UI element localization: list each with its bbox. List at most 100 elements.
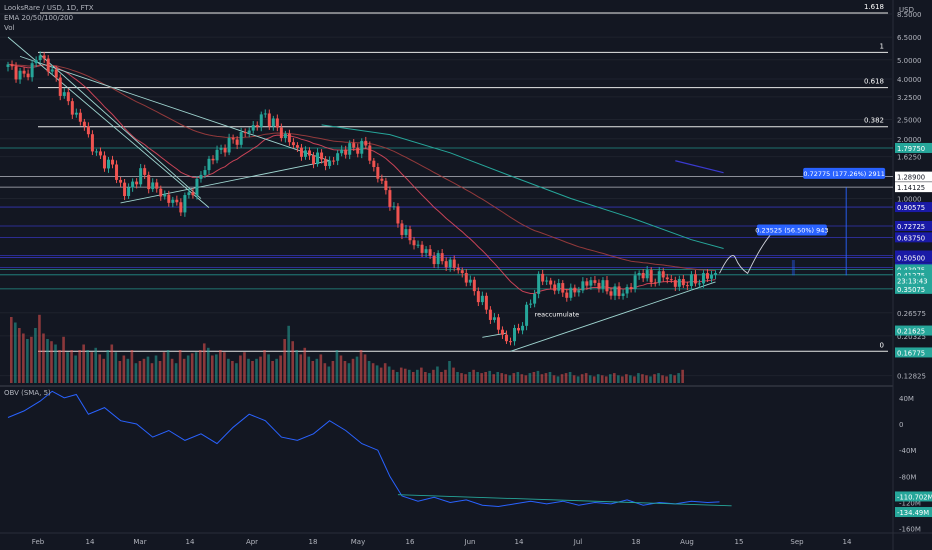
candle-body <box>609 291 613 296</box>
candle-body <box>163 194 167 197</box>
candle-body <box>701 273 705 284</box>
y-tick-label: 5.0000 <box>897 57 922 65</box>
volume-bar <box>311 361 315 383</box>
volume-bar <box>102 358 106 383</box>
volume-bar <box>572 375 576 383</box>
price-badge <box>895 275 932 286</box>
candle-body <box>175 199 179 203</box>
projection-bar <box>791 260 795 276</box>
volume-bar <box>677 373 680 383</box>
candle-body <box>243 132 247 134</box>
candle-body <box>251 125 255 131</box>
volume-bar <box>468 372 471 383</box>
volume-bar <box>186 355 190 383</box>
candle-body <box>460 270 464 274</box>
volume-bar <box>649 376 652 383</box>
candle-body <box>123 182 127 197</box>
candle-body <box>30 63 34 78</box>
volume-bar <box>295 350 299 383</box>
volume-bar <box>576 376 580 383</box>
x-tick-label: 14 <box>86 538 95 546</box>
candle-body <box>653 282 657 284</box>
candle-body <box>553 284 557 291</box>
volume-bar <box>22 333 25 383</box>
candle-body <box>428 249 432 256</box>
volume-bar <box>375 365 379 383</box>
ema-legend[interactable]: EMA 20/50/100/200 <box>4 14 74 22</box>
volume-bar <box>371 363 375 383</box>
price-badge <box>895 232 932 243</box>
volume-bar <box>560 374 564 383</box>
candle-body <box>484 295 488 310</box>
volume-bar <box>331 361 335 383</box>
volume-bar <box>633 376 636 383</box>
candle-body <box>364 140 368 146</box>
volume-bar <box>146 356 150 383</box>
volume-bar <box>347 363 351 383</box>
volume-bar <box>645 375 648 383</box>
volume-bar <box>235 363 238 383</box>
candle-body <box>107 159 110 169</box>
reaccumulate-label: reaccumulate <box>535 310 580 318</box>
volume-bar <box>98 354 102 383</box>
volume-bar <box>283 339 286 383</box>
volume-bar <box>351 358 355 383</box>
obv-legend[interactable]: OBV (SMA, 5) <box>4 389 51 397</box>
volume-bar <box>178 350 182 383</box>
candle-body <box>488 309 492 320</box>
obv-badge-label: -110.702M <box>897 493 932 501</box>
volume-bar <box>86 350 89 383</box>
x-tick-label: Mar <box>133 538 146 546</box>
candle-body <box>557 283 561 291</box>
volume-bar <box>540 374 544 383</box>
candle-body <box>400 223 404 235</box>
time-axis: Feb 14 Mar 14 Apr 18 May 16 Jun 14 Jul 18 Aug 15 Sep 14 <box>32 538 852 546</box>
candle-body <box>464 273 468 283</box>
volume-bar <box>106 350 110 383</box>
trendline <box>120 160 330 204</box>
trendline <box>19 55 330 162</box>
volume-bar <box>580 374 584 383</box>
volume-bar <box>267 354 270 383</box>
projection-label-1-box <box>803 167 886 179</box>
volume-bar <box>452 367 455 383</box>
volume-bar <box>592 376 596 383</box>
volume-bar <box>448 361 451 383</box>
volume-bar <box>54 344 57 383</box>
volume-bar <box>335 350 339 383</box>
volume-bar <box>548 372 552 383</box>
candle-body <box>102 155 106 169</box>
obv-tick-label: 40M <box>899 395 914 403</box>
candle-body <box>448 259 452 268</box>
candle-body <box>416 244 420 246</box>
volume-bar <box>94 347 98 383</box>
volume-legend[interactable]: Vol <box>4 24 15 32</box>
candle-body <box>376 167 380 179</box>
candle-body <box>593 280 597 283</box>
obv-badge-label: -134.49M <box>897 509 929 517</box>
volume-bar <box>383 363 387 383</box>
candle-body <box>211 158 215 161</box>
volume-bar <box>564 373 568 383</box>
price-zone-lines <box>0 147 893 290</box>
fib-label: 0.382 <box>864 117 884 125</box>
candle-body <box>259 114 263 127</box>
volume-bar <box>420 367 423 383</box>
volume-bar <box>359 350 363 383</box>
candle-body <box>26 73 30 78</box>
candle-body <box>223 147 227 153</box>
volume-bar <box>669 374 672 383</box>
candle-body <box>10 64 14 67</box>
price-badge-label: 1.14125 <box>897 184 925 192</box>
candle-body <box>127 187 131 197</box>
y-tick-label: 0.12825 <box>897 373 926 381</box>
volume-bar <box>303 347 307 383</box>
price-badge-label: 0.90575 <box>897 204 925 212</box>
candle-body <box>440 253 444 262</box>
candle-body <box>685 285 689 287</box>
volume-bar <box>391 369 395 383</box>
volume-bar <box>18 328 21 383</box>
obv-pane: 40M 0 -40M -80M -120M -160M -110.702M -134.49M <box>7 390 932 534</box>
volume-bar <box>484 372 487 383</box>
